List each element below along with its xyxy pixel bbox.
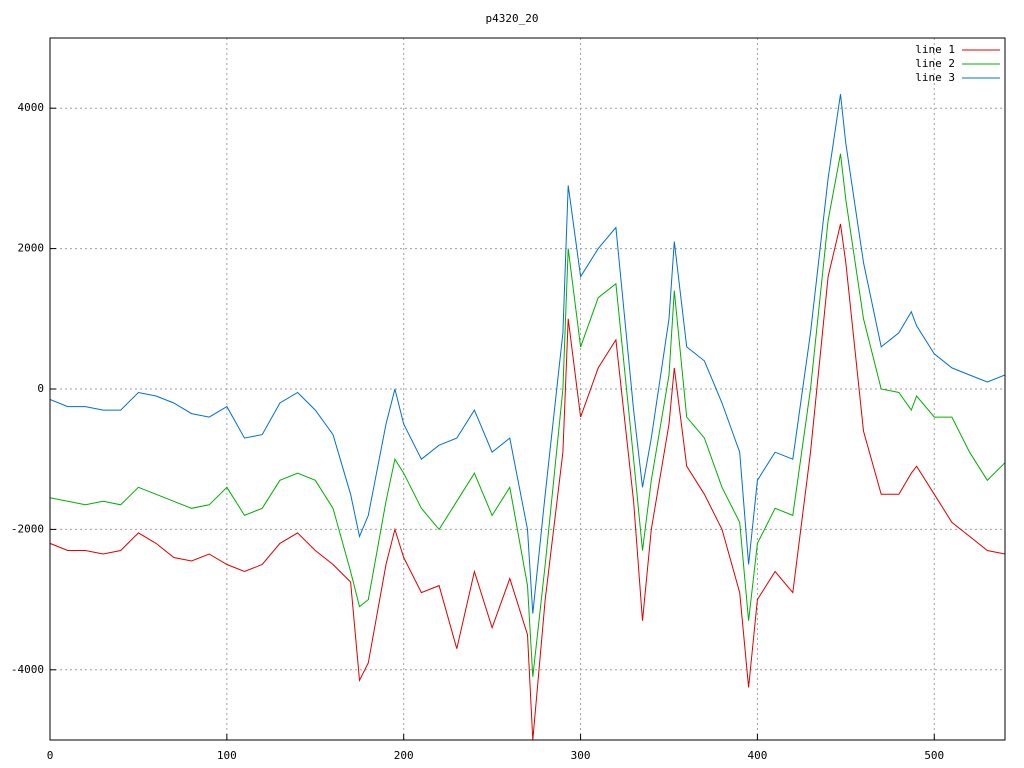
- data-line: [50, 153, 1005, 677]
- x-tick-label: 0: [47, 749, 54, 762]
- x-tick-label: 400: [747, 749, 767, 762]
- chart-title: p4320_20: [486, 12, 539, 25]
- data-line: [50, 94, 1005, 614]
- x-tick-label: 300: [571, 749, 591, 762]
- data-line: [50, 223, 1005, 740]
- plot-border: [49, 37, 1006, 741]
- y-tick-label: 0: [37, 382, 44, 395]
- y-tick-label: 4000: [18, 101, 45, 114]
- legend-label: line 2: [915, 57, 955, 70]
- legend-label: line 1: [915, 43, 955, 56]
- y-tick-label: -4000: [11, 663, 44, 676]
- x-tick-label: 200: [394, 749, 414, 762]
- y-tick-label: -2000: [11, 522, 44, 535]
- y-tick-label: 2000: [18, 242, 45, 255]
- x-tick-label: 500: [924, 749, 944, 762]
- x-tick-label: 100: [217, 749, 237, 762]
- legend-label: line 3: [915, 71, 955, 84]
